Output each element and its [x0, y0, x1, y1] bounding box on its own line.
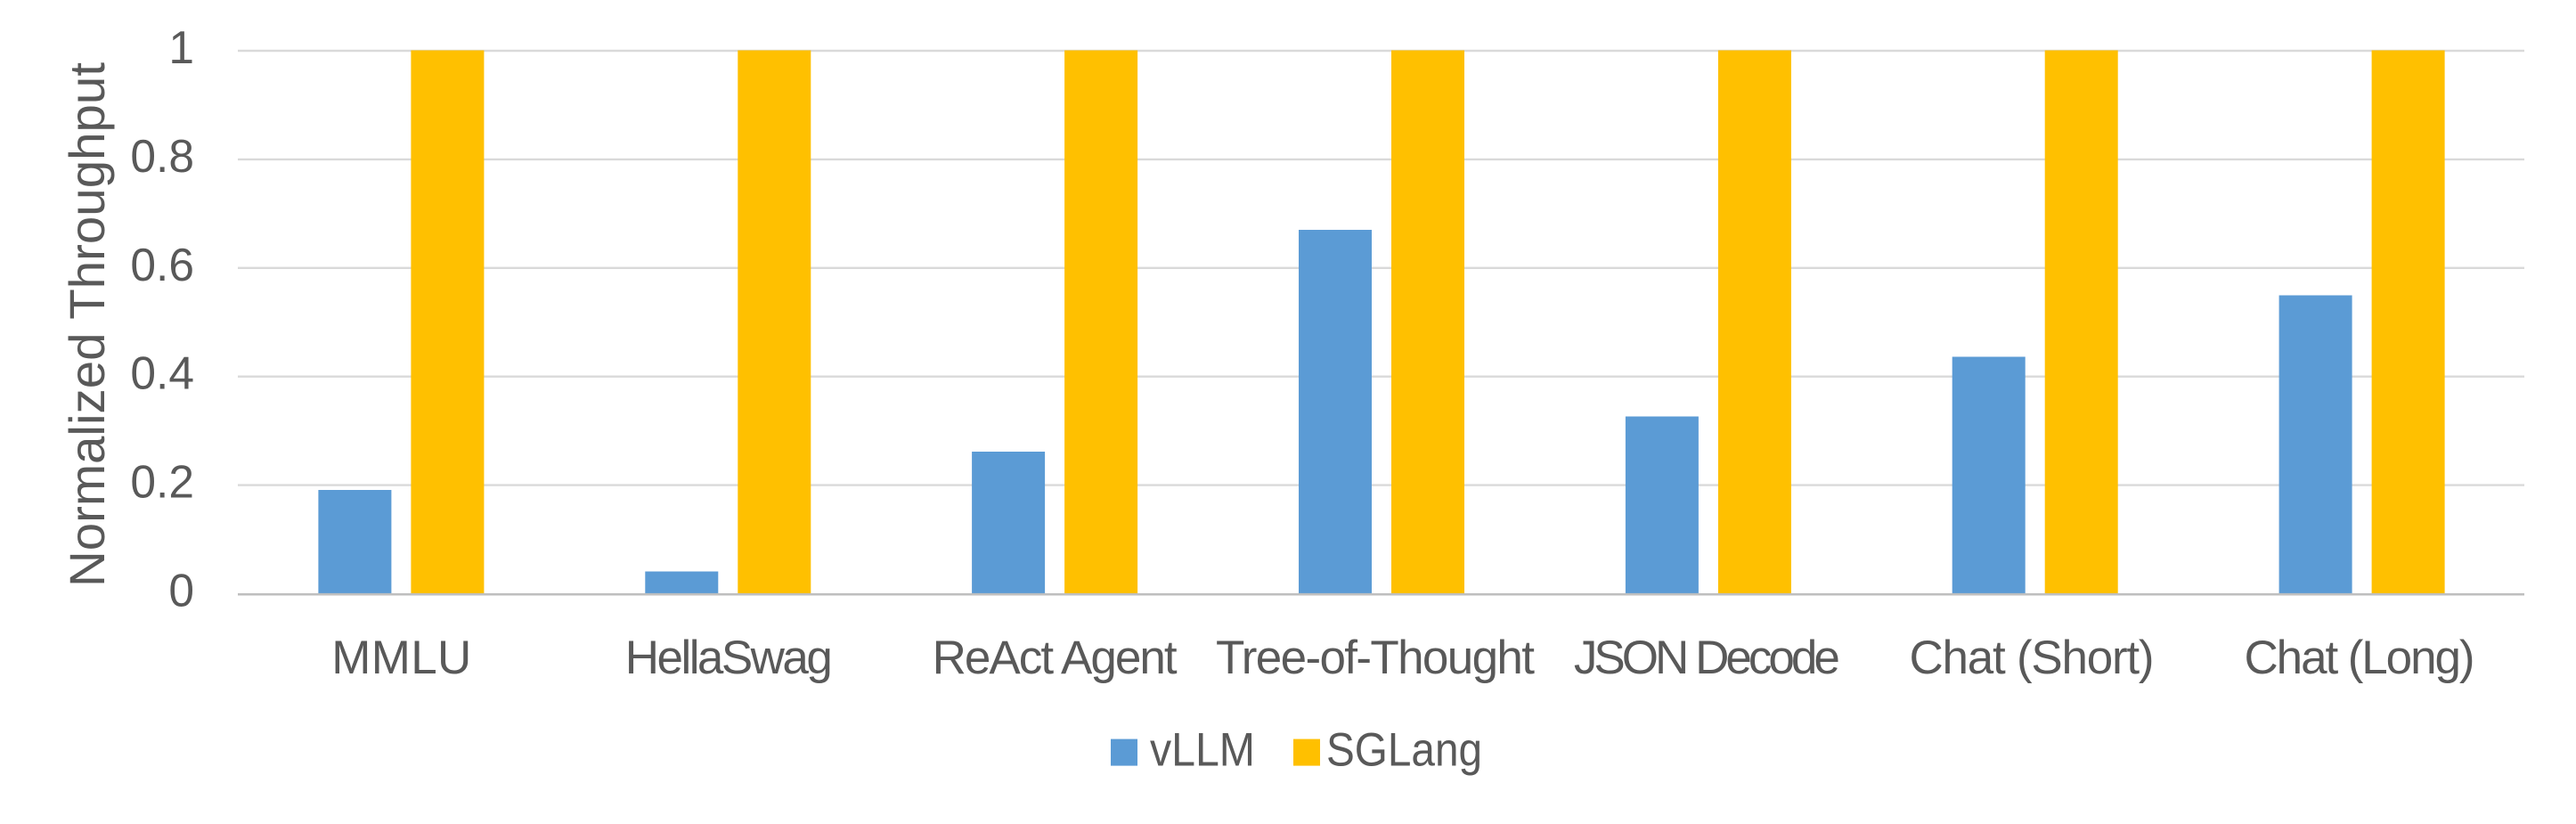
svg-text:Chat (Short): Chat (Short) — [1910, 632, 2155, 684]
svg-text:MMLU: MMLU — [331, 632, 471, 684]
svg-text:0.2: 0.2 — [130, 456, 194, 508]
svg-text:vLLM: vLLM — [1150, 724, 1255, 777]
svg-text:0.8: 0.8 — [130, 130, 194, 182]
svg-text:SGLang: SGLang — [1326, 724, 1482, 777]
svg-text:Tree-of-Thought: Tree-of-Thought — [1216, 632, 1535, 684]
svg-text:Normalized Throughput: Normalized Throughput — [59, 62, 115, 587]
svg-text:HellaSwag: HellaSwag — [625, 632, 833, 684]
svg-text:0.4: 0.4 — [130, 347, 194, 399]
svg-text:1: 1 — [168, 21, 194, 73]
svg-text:Chat (Long): Chat (Long) — [2245, 632, 2475, 684]
svg-text:JSON Decode: JSON Decode — [1574, 632, 1840, 684]
svg-text:0.6: 0.6 — [130, 239, 194, 290]
svg-text:ReAct Agent: ReAct Agent — [933, 632, 1178, 684]
svg-text:0: 0 — [168, 565, 194, 616]
